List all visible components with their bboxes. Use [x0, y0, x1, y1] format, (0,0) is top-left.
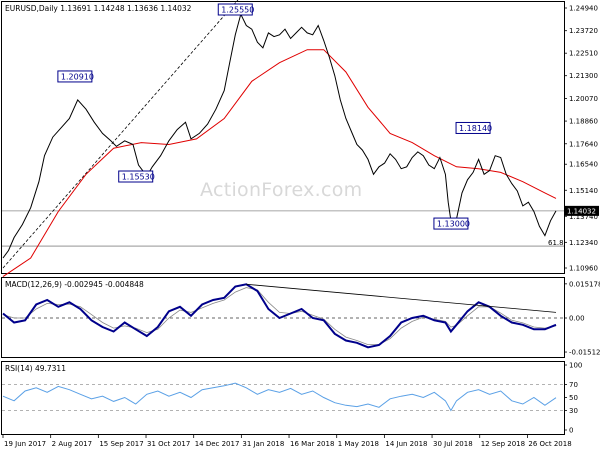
- rsi-panel-title: RSI(14) 49.7311: [5, 364, 66, 373]
- price-y-tick-label: 1.17640: [569, 140, 598, 148]
- annotation-label: 1.13000: [437, 220, 470, 229]
- price-series-line: [2, 12, 557, 259]
- x-tick-label: 12 Sep 2018: [481, 440, 525, 448]
- price-y-tick-label: 1.20070: [569, 95, 598, 103]
- x-tick-label: 16 Mar 2018: [290, 440, 334, 448]
- macd-signal-line: [2, 287, 557, 346]
- price-y-tick-label: 1.23720: [569, 27, 598, 35]
- macd-y-tick-label: 0.00: [569, 315, 585, 323]
- macd-panel-frame: [1, 277, 565, 358]
- annotation-box: [217, 3, 253, 16]
- price-y-tick-label: 1.12340: [569, 239, 598, 247]
- price-y-tick-label: 1.16540: [569, 161, 598, 169]
- price-panel-frame: [1, 1, 565, 274]
- price-y-tick-label: 1.18860: [569, 118, 598, 126]
- x-tick-label: 2 Aug 2017: [52, 440, 92, 448]
- price-y-tick-label: 1.22510: [569, 50, 598, 58]
- rsi-y-tick-label: 50: [569, 394, 578, 402]
- price-y-tick-label: 1.15140: [569, 187, 598, 195]
- x-tick-label: 26 Oct 2018: [528, 440, 571, 448]
- price-y-tick-label: 1.21300: [569, 72, 598, 80]
- price-y-tick-label: 1.24940: [569, 5, 598, 13]
- price-y-tick-label: 1.10960: [569, 265, 598, 273]
- annotation-label: 1.25550: [221, 6, 254, 15]
- x-tick-label: 19 Jun 2017: [4, 440, 46, 448]
- rsi-y-tick-label: 70: [569, 381, 578, 389]
- x-tick-label: 30 Jul 2018: [433, 440, 473, 448]
- annotation-box: [433, 217, 469, 230]
- price-panel-title: EURUSD,Daily 1.13691 1.14248 1.13636 1.1…: [5, 4, 192, 13]
- x-tick-label: 31 Jan 2018: [242, 440, 284, 448]
- macd-y-tick-label: -0.015126: [569, 349, 600, 357]
- last-price-box: [565, 205, 599, 216]
- annotation-label: 1.15530: [122, 173, 155, 182]
- x-tick-label: 14 Jun 2018: [385, 440, 427, 448]
- moving-average-line: [2, 49, 557, 278]
- annotation-box: [455, 121, 491, 134]
- price-trendline: [2, 0, 239, 269]
- macd-y-tick-label: 0.015178: [569, 280, 600, 288]
- annotation-label: 1.18140: [459, 124, 492, 133]
- x-tick-label: 14 Dec 2017: [195, 440, 240, 448]
- x-tick-label: 31 Oct 2017: [147, 440, 190, 448]
- rsi-line: [2, 382, 557, 412]
- rsi-y-tick-label: 100: [569, 362, 582, 370]
- fib-level-label: 61.8: [548, 239, 564, 247]
- x-tick-label: 1 May 2018: [338, 440, 379, 448]
- macd-line: [2, 283, 557, 349]
- macd-trendline: [246, 283, 557, 313]
- annotation-box: [118, 170, 154, 183]
- watermark: ActionForex.com: [200, 179, 363, 201]
- rsi-panel-frame: [1, 361, 565, 435]
- price-y-tick-label: 1.13740: [569, 213, 598, 221]
- x-tick-label: 15 Sep 2017: [99, 440, 143, 448]
- last-price-label: 1.14032: [567, 207, 596, 215]
- annotation-box: [57, 70, 93, 83]
- annotation-label: 1.20910: [61, 72, 94, 81]
- macd-panel-title: MACD(12,26,9) -0.002945 -0.004848: [5, 280, 144, 289]
- rsi-y-tick-label: 30: [569, 407, 578, 415]
- rsi-y-tick-label: 0: [569, 427, 573, 435]
